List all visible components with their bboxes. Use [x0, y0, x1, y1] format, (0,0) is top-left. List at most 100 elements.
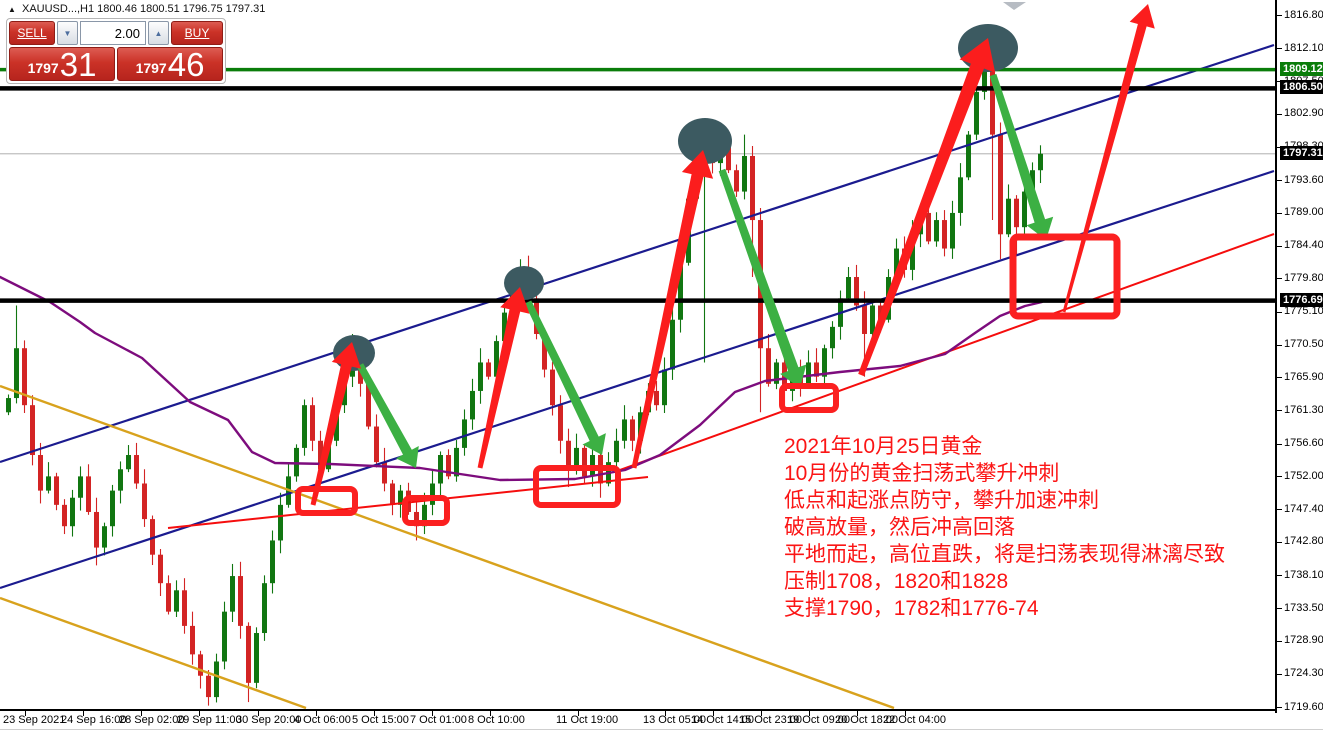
time-axis-label: 7 Oct 01:00	[410, 714, 467, 726]
time-axis-label: 4 Oct 06:00	[294, 714, 351, 726]
price-tickmark	[1277, 410, 1282, 412]
red-up-arrow	[310, 342, 361, 506]
price-tickmark	[1277, 509, 1282, 511]
time-axis-label: 30 Sep 20:00	[236, 714, 302, 726]
price-tickmark	[1277, 113, 1282, 115]
highlight-box	[402, 495, 450, 526]
chart-plot-area[interactable]: 2021年10月25日黄金 10月份的黄金扫荡式攀升冲刺 低点和起涨点防守，攀升加速…	[0, 0, 1275, 711]
one-click-trading-panel: SELL ▼ 2.00 ▲ BUY 1797 31 1797 46	[6, 18, 226, 84]
time-tickmark	[83, 711, 84, 716]
ma-line	[0, 275, 1044, 482]
down-channel-lower-gold	[0, 596, 307, 710]
chevron-up-icon: ▲	[154, 28, 163, 38]
price-tick-label: 1738.10	[1284, 568, 1323, 581]
price-tickmark	[1277, 15, 1282, 16]
time-tickmark	[258, 711, 259, 716]
volume-increase-button[interactable]: ▲	[148, 21, 169, 45]
time-axis-label: 23 Sep 2021	[3, 714, 66, 726]
statusbar-separator	[0, 729, 1323, 730]
time-axis-label: 29 Sep 11:00	[177, 714, 242, 726]
green-down-arrow	[356, 363, 419, 468]
candles-layer	[6, 36, 1043, 706]
price-level-badge: 1809.12	[1280, 61, 1323, 76]
time-axis-label: 5 Oct 15:00	[352, 714, 409, 726]
price-tick-label: 1733.50	[1284, 601, 1323, 614]
highlight-box	[533, 465, 621, 508]
collapse-icon[interactable]: ▲	[8, 5, 16, 14]
time-axis[interactable]: 23 Sep 2021 24 Sep 16:00 28 Sep 02:00 29 Se…	[0, 711, 1275, 729]
volume-input[interactable]: 2.00	[80, 21, 146, 45]
price-tickmark	[1277, 311, 1282, 313]
price-tickmark	[1277, 476, 1282, 478]
time-tickmark	[713, 711, 714, 716]
buy-price-pips: 46	[167, 47, 205, 81]
price-tick-label: 1789.00	[1284, 206, 1323, 219]
time-axis-label: 8 Oct 10:00	[468, 714, 525, 726]
price-level-badge: 1806.50	[1280, 80, 1323, 95]
price-axis[interactable]: 1816.801812.101807.501802.901798.301793.…	[1275, 0, 1323, 713]
price-tick-label: 1793.60	[1284, 173, 1323, 186]
time-axis-label: 11 Oct 19:00	[556, 714, 619, 726]
buy-price-major: 1797	[135, 60, 167, 76]
highlight-box	[779, 383, 839, 413]
sell-price-major: 1797	[27, 60, 59, 76]
time-axis-label: 19 Oct 09:00	[787, 714, 850, 726]
price-tickmark	[1277, 575, 1282, 577]
sell-button-label: SELL	[17, 26, 47, 40]
time-tickmark	[578, 711, 579, 716]
price-tick-label: 1812.10	[1284, 41, 1323, 54]
volume-decrease-button[interactable]: ▼	[57, 21, 78, 45]
chart-title-text: XAUUSD...,H1 1800.46 1800.51 1796.75 179…	[21, 3, 266, 15]
price-tick-label: 1724.30	[1284, 667, 1323, 680]
red-up-arrow	[1062, 4, 1155, 313]
price-tick-label: 1728.90	[1284, 634, 1323, 647]
time-tickmark	[761, 711, 762, 716]
price-level-badge: 1797.31	[1280, 145, 1323, 160]
price-tick-label: 1742.80	[1284, 535, 1323, 548]
time-tickmark	[809, 711, 810, 716]
price-tickmark	[1277, 673, 1282, 675]
time-axis-label: 14 Oct 14:00	[691, 714, 754, 726]
time-tickmark	[316, 711, 317, 716]
up-channel-upper-navy	[0, 43, 1275, 464]
price-tickmark	[1277, 278, 1282, 280]
time-tickmark	[141, 711, 142, 716]
time-tickmark	[490, 711, 491, 716]
price-tickmark	[1277, 344, 1282, 346]
price-tick-label: 1770.50	[1284, 338, 1323, 351]
price-tickmark	[1277, 640, 1282, 642]
price-tickmark	[1277, 245, 1282, 247]
trendlines-layer	[0, 43, 1275, 710]
price-tickmark	[1277, 180, 1282, 182]
green-down-arrow	[524, 300, 606, 455]
price-level-badge: 1776.69	[1280, 292, 1323, 307]
price-tick-label: 1756.60	[1284, 437, 1323, 450]
price-tick-label: 1747.40	[1284, 502, 1323, 515]
buy-button-label: BUY	[184, 26, 210, 40]
sell-button[interactable]: SELL	[9, 21, 55, 45]
time-axis-label: 20 Oct 18:00	[835, 714, 898, 726]
price-tick-label: 1719.60	[1284, 700, 1323, 713]
green-down-arrow	[718, 168, 807, 388]
price-tickmark	[1277, 608, 1282, 610]
chevron-down-icon: ▼	[63, 28, 72, 38]
red-up-arrow	[477, 287, 530, 469]
price-tickmark	[1277, 443, 1282, 445]
chart-canvas	[0, 2, 1275, 710]
green-down-arrow	[989, 73, 1054, 241]
time-axis-label: 28 Sep 02:00	[119, 714, 185, 726]
buy-button[interactable]: BUY	[171, 21, 223, 45]
time-tickmark	[199, 711, 200, 716]
red-up-arrow	[858, 38, 996, 377]
buy-price-panel[interactable]: 1797 46	[117, 47, 223, 81]
time-tickmark	[905, 711, 906, 716]
ellipse-marker	[504, 266, 544, 300]
chart-title: ▲ XAUUSD...,H1 1800.46 1800.51 1796.75 1…	[8, 3, 265, 15]
price-tickmark	[1277, 81, 1282, 83]
price-tickmark	[1277, 146, 1282, 148]
price-tickmark	[1277, 377, 1282, 379]
time-tickmark	[432, 711, 433, 716]
price-tickmark	[1277, 541, 1282, 543]
sell-price-panel[interactable]: 1797 31	[9, 47, 115, 81]
